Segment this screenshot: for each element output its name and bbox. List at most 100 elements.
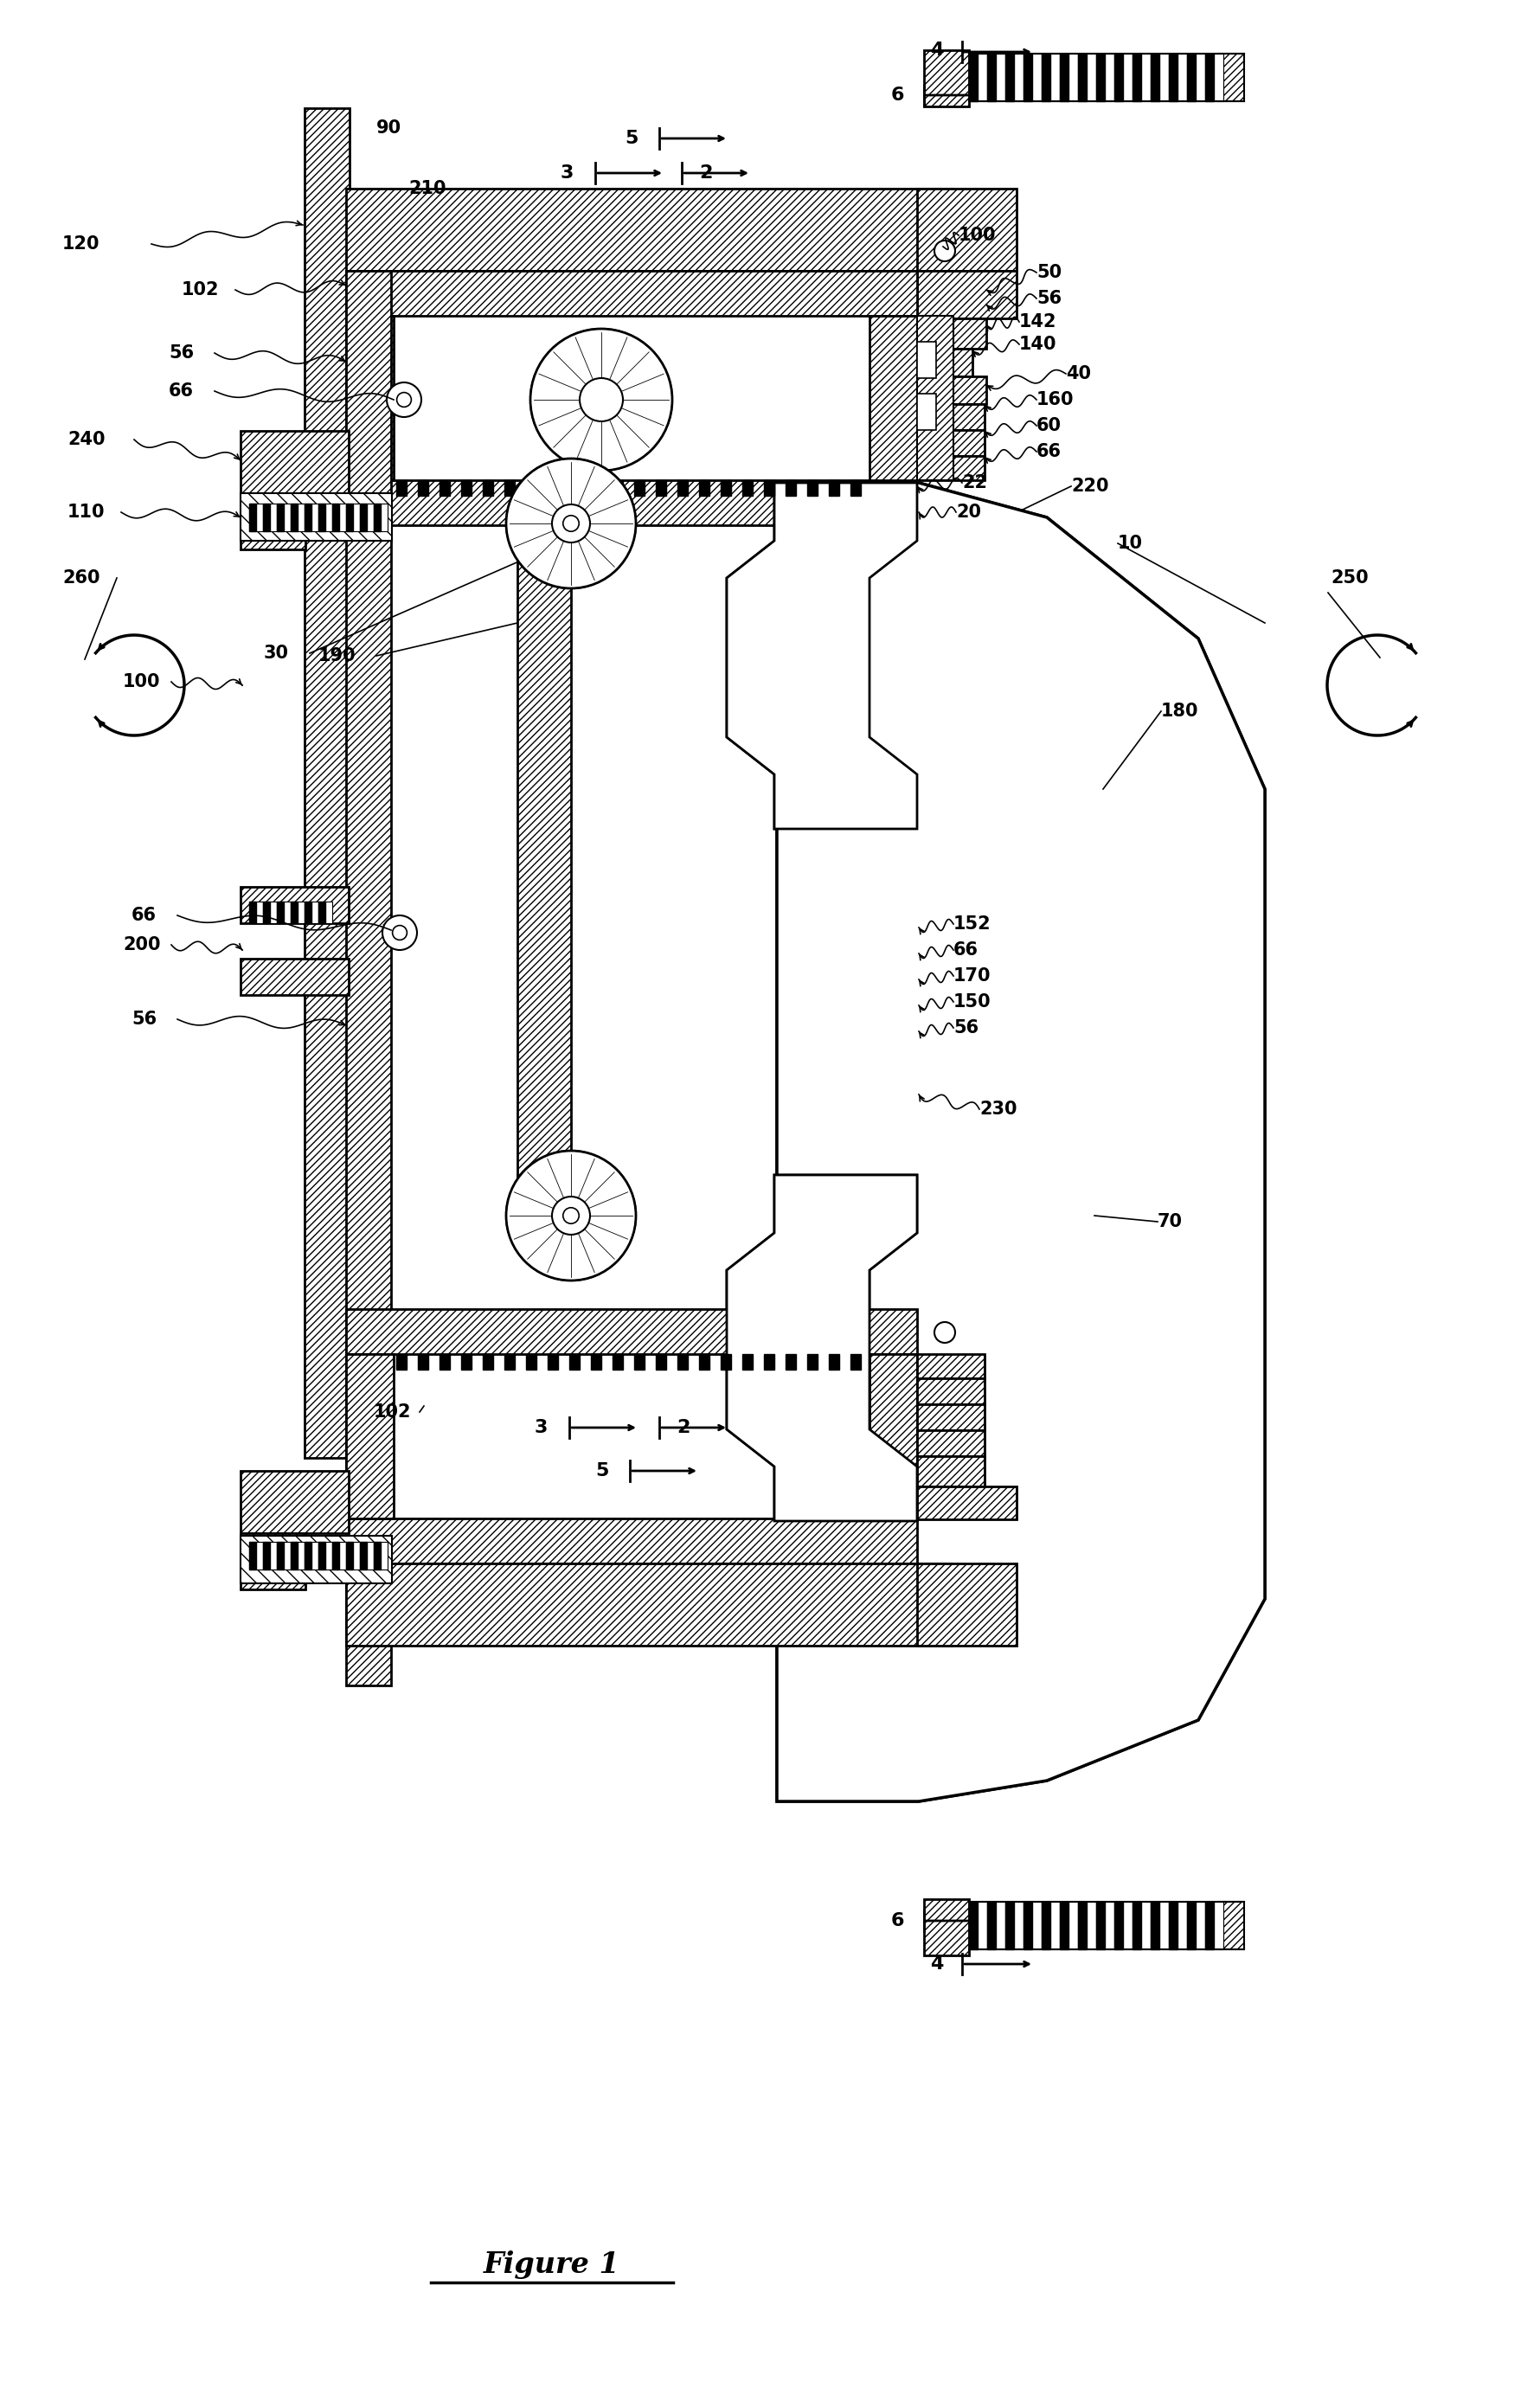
- Bar: [396, 1354, 407, 1371]
- Bar: [969, 1901, 978, 1949]
- Bar: [678, 480, 688, 497]
- Bar: [829, 1354, 839, 1371]
- Bar: [1096, 1901, 1115, 1949]
- Bar: [505, 1354, 514, 1371]
- Bar: [1096, 1901, 1104, 1949]
- Polygon shape: [727, 1175, 918, 1521]
- Text: 3: 3: [561, 165, 574, 181]
- Bar: [918, 1378, 984, 1404]
- Bar: [1132, 1901, 1150, 1949]
- Bar: [548, 1354, 557, 1371]
- Bar: [1006, 53, 1024, 100]
- Polygon shape: [727, 482, 918, 829]
- Bar: [969, 1901, 987, 1949]
- Bar: [360, 504, 367, 530]
- Bar: [918, 1404, 984, 1430]
- Bar: [656, 1354, 667, 1371]
- Bar: [987, 53, 1006, 100]
- Bar: [346, 1543, 360, 1569]
- Text: 66: 66: [1036, 444, 1061, 461]
- Text: 2: 2: [699, 165, 713, 181]
- Bar: [1041, 53, 1050, 100]
- Bar: [346, 504, 353, 530]
- Bar: [263, 504, 269, 530]
- Bar: [249, 504, 256, 530]
- Circle shape: [935, 1323, 955, 1342]
- Text: 210: 210: [408, 179, 447, 198]
- Bar: [360, 504, 374, 530]
- Bar: [346, 1354, 394, 1519]
- Bar: [785, 480, 796, 497]
- Bar: [291, 504, 305, 530]
- Bar: [460, 480, 471, 497]
- Bar: [1150, 1901, 1160, 1949]
- Circle shape: [382, 915, 417, 950]
- Bar: [933, 318, 986, 349]
- Bar: [439, 480, 450, 497]
- Bar: [1132, 53, 1150, 100]
- Bar: [346, 480, 918, 525]
- Bar: [517, 1175, 571, 1227]
- Bar: [764, 1354, 775, 1371]
- Circle shape: [579, 377, 622, 420]
- Bar: [291, 903, 305, 924]
- Circle shape: [507, 458, 636, 587]
- Bar: [319, 1543, 325, 1569]
- Bar: [277, 504, 291, 530]
- Bar: [742, 480, 753, 497]
- Text: 220: 220: [1072, 478, 1109, 494]
- Bar: [319, 903, 325, 924]
- Bar: [1078, 53, 1096, 100]
- Bar: [240, 494, 305, 549]
- Text: 240: 240: [68, 430, 105, 449]
- Bar: [240, 1471, 348, 1533]
- Bar: [1024, 1901, 1032, 1949]
- Bar: [291, 504, 297, 530]
- Text: 40: 40: [1066, 365, 1090, 382]
- Bar: [305, 1543, 319, 1569]
- Text: 190: 190: [319, 647, 356, 664]
- Circle shape: [507, 1151, 636, 1280]
- Text: 102: 102: [182, 282, 219, 298]
- Bar: [346, 1564, 952, 1645]
- Bar: [829, 480, 839, 497]
- Bar: [505, 480, 514, 497]
- Bar: [1169, 53, 1187, 100]
- Text: 66: 66: [169, 382, 194, 399]
- Text: 56: 56: [953, 1020, 978, 1036]
- Bar: [613, 1354, 622, 1371]
- Bar: [918, 1457, 984, 1485]
- Text: 22: 22: [962, 475, 987, 492]
- Bar: [933, 349, 972, 377]
- Bar: [918, 1564, 1016, 1645]
- Text: 140: 140: [1019, 337, 1056, 353]
- Bar: [1096, 53, 1104, 100]
- Text: 100: 100: [123, 673, 160, 690]
- Bar: [918, 1430, 984, 1457]
- Bar: [987, 1901, 1006, 1949]
- Bar: [291, 1543, 297, 1569]
- Bar: [305, 504, 311, 530]
- Bar: [1096, 53, 1115, 100]
- Text: 152: 152: [953, 915, 992, 934]
- Bar: [1206, 53, 1214, 100]
- Circle shape: [564, 1208, 579, 1223]
- Text: 66: 66: [131, 907, 157, 924]
- Bar: [333, 504, 347, 530]
- Bar: [591, 480, 601, 497]
- Bar: [1060, 53, 1069, 100]
- Bar: [240, 958, 348, 996]
- Bar: [1150, 1901, 1169, 1949]
- Bar: [699, 1354, 710, 1371]
- Text: 142: 142: [1019, 313, 1056, 330]
- Bar: [1060, 1901, 1078, 1949]
- Bar: [346, 270, 918, 315]
- Bar: [346, 504, 360, 530]
- Bar: [987, 53, 996, 100]
- Text: 60: 60: [1036, 418, 1061, 435]
- Bar: [1041, 1901, 1060, 1949]
- Bar: [918, 394, 936, 430]
- Bar: [1006, 53, 1013, 100]
- Text: 50: 50: [1036, 265, 1061, 282]
- Bar: [305, 903, 311, 924]
